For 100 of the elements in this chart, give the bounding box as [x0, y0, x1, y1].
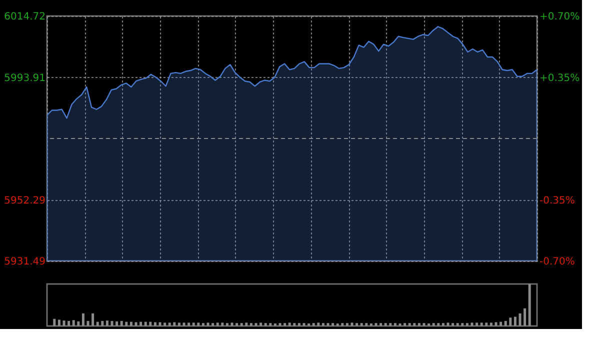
- bar: [164, 322, 166, 326]
- bar: [500, 322, 502, 326]
- y2-tick-label: -0.35%: [540, 195, 575, 206]
- bar: [317, 322, 320, 326]
- bar: [260, 322, 262, 326]
- bar: [466, 323, 468, 326]
- bar: [456, 323, 459, 326]
- bar: [58, 320, 60, 326]
- bar: [394, 323, 396, 326]
- bar: [158, 322, 162, 326]
- bar: [288, 322, 291, 326]
- bar: [82, 313, 84, 326]
- bar: [212, 323, 214, 326]
- bar: [404, 323, 406, 326]
- bar: [53, 318, 56, 326]
- bar: [422, 323, 426, 326]
- bar: [254, 323, 258, 326]
- bar: [408, 323, 411, 326]
- bar: [62, 320, 66, 326]
- bar: [178, 322, 180, 326]
- bar: [182, 322, 186, 326]
- bar: [437, 323, 440, 326]
- bar: [92, 313, 94, 326]
- bar: [326, 323, 330, 326]
- bar: [264, 323, 267, 326]
- bar: [308, 323, 310, 326]
- bar: [293, 323, 296, 326]
- bar: [341, 323, 344, 326]
- bar: [96, 322, 99, 326]
- bar: [68, 320, 70, 326]
- bar: [274, 323, 276, 326]
- y2-tick-label: -0.70%: [540, 256, 575, 268]
- bar: [130, 322, 132, 326]
- bar: [380, 323, 382, 326]
- bar: [192, 322, 195, 326]
- bar: [398, 323, 402, 326]
- bar: [494, 322, 498, 326]
- bar: [154, 322, 156, 326]
- bar: [86, 320, 90, 326]
- bar: [236, 323, 238, 326]
- y-tick-label: 5952.29: [4, 195, 46, 206]
- bar: [370, 323, 372, 326]
- bar: [514, 316, 516, 326]
- bar: [77, 321, 80, 326]
- bar: [442, 323, 444, 326]
- bar: [332, 323, 334, 326]
- bar: [240, 323, 243, 326]
- bar: [125, 322, 128, 326]
- bar: [144, 322, 147, 326]
- y2-tick-label: +0.70%: [540, 12, 580, 22]
- bar: [360, 323, 363, 326]
- bar: [485, 322, 488, 326]
- bar: [336, 323, 339, 326]
- bar: [389, 323, 392, 326]
- bar: [226, 323, 228, 326]
- bar: [356, 323, 358, 326]
- bar: [432, 323, 435, 326]
- bar: [413, 323, 416, 326]
- y-tick-label: 6014.72: [4, 12, 46, 22]
- bar: [302, 323, 306, 326]
- bar: [101, 320, 104, 326]
- bar: [528, 284, 531, 326]
- bar: [72, 320, 75, 326]
- y-tick-label: 5993.91: [4, 72, 46, 84]
- bar: [428, 323, 430, 326]
- y2-tick-label: +0.35%: [540, 72, 580, 84]
- bar: [476, 322, 478, 326]
- bar: [149, 322, 152, 326]
- bar: [298, 323, 300, 326]
- bar: [216, 322, 219, 326]
- bar: [110, 320, 114, 326]
- bar: [188, 322, 190, 326]
- bar: [480, 322, 483, 326]
- bar: [504, 320, 507, 326]
- bar: [116, 321, 118, 326]
- bar: [230, 322, 234, 326]
- bar: [202, 323, 204, 326]
- bar: [120, 320, 123, 326]
- bar: [197, 322, 200, 326]
- bar: [106, 320, 108, 326]
- bar: [490, 322, 492, 326]
- bar: [173, 322, 176, 326]
- bar: [250, 323, 252, 326]
- bar: [346, 323, 348, 326]
- bar: [518, 313, 522, 326]
- y-tick-label: 5931.49: [4, 256, 46, 268]
- bar: [269, 323, 272, 326]
- bar: [168, 322, 171, 326]
- bar: [384, 323, 387, 326]
- bar: [446, 322, 450, 326]
- bar: [374, 323, 378, 326]
- bar: [461, 323, 464, 326]
- bar: [221, 322, 224, 326]
- bar: [452, 323, 454, 326]
- bar: [312, 323, 315, 326]
- bar: [134, 322, 138, 326]
- bar: [245, 322, 248, 326]
- bar: [524, 308, 526, 326]
- bar: [322, 323, 324, 326]
- bar: [350, 322, 354, 326]
